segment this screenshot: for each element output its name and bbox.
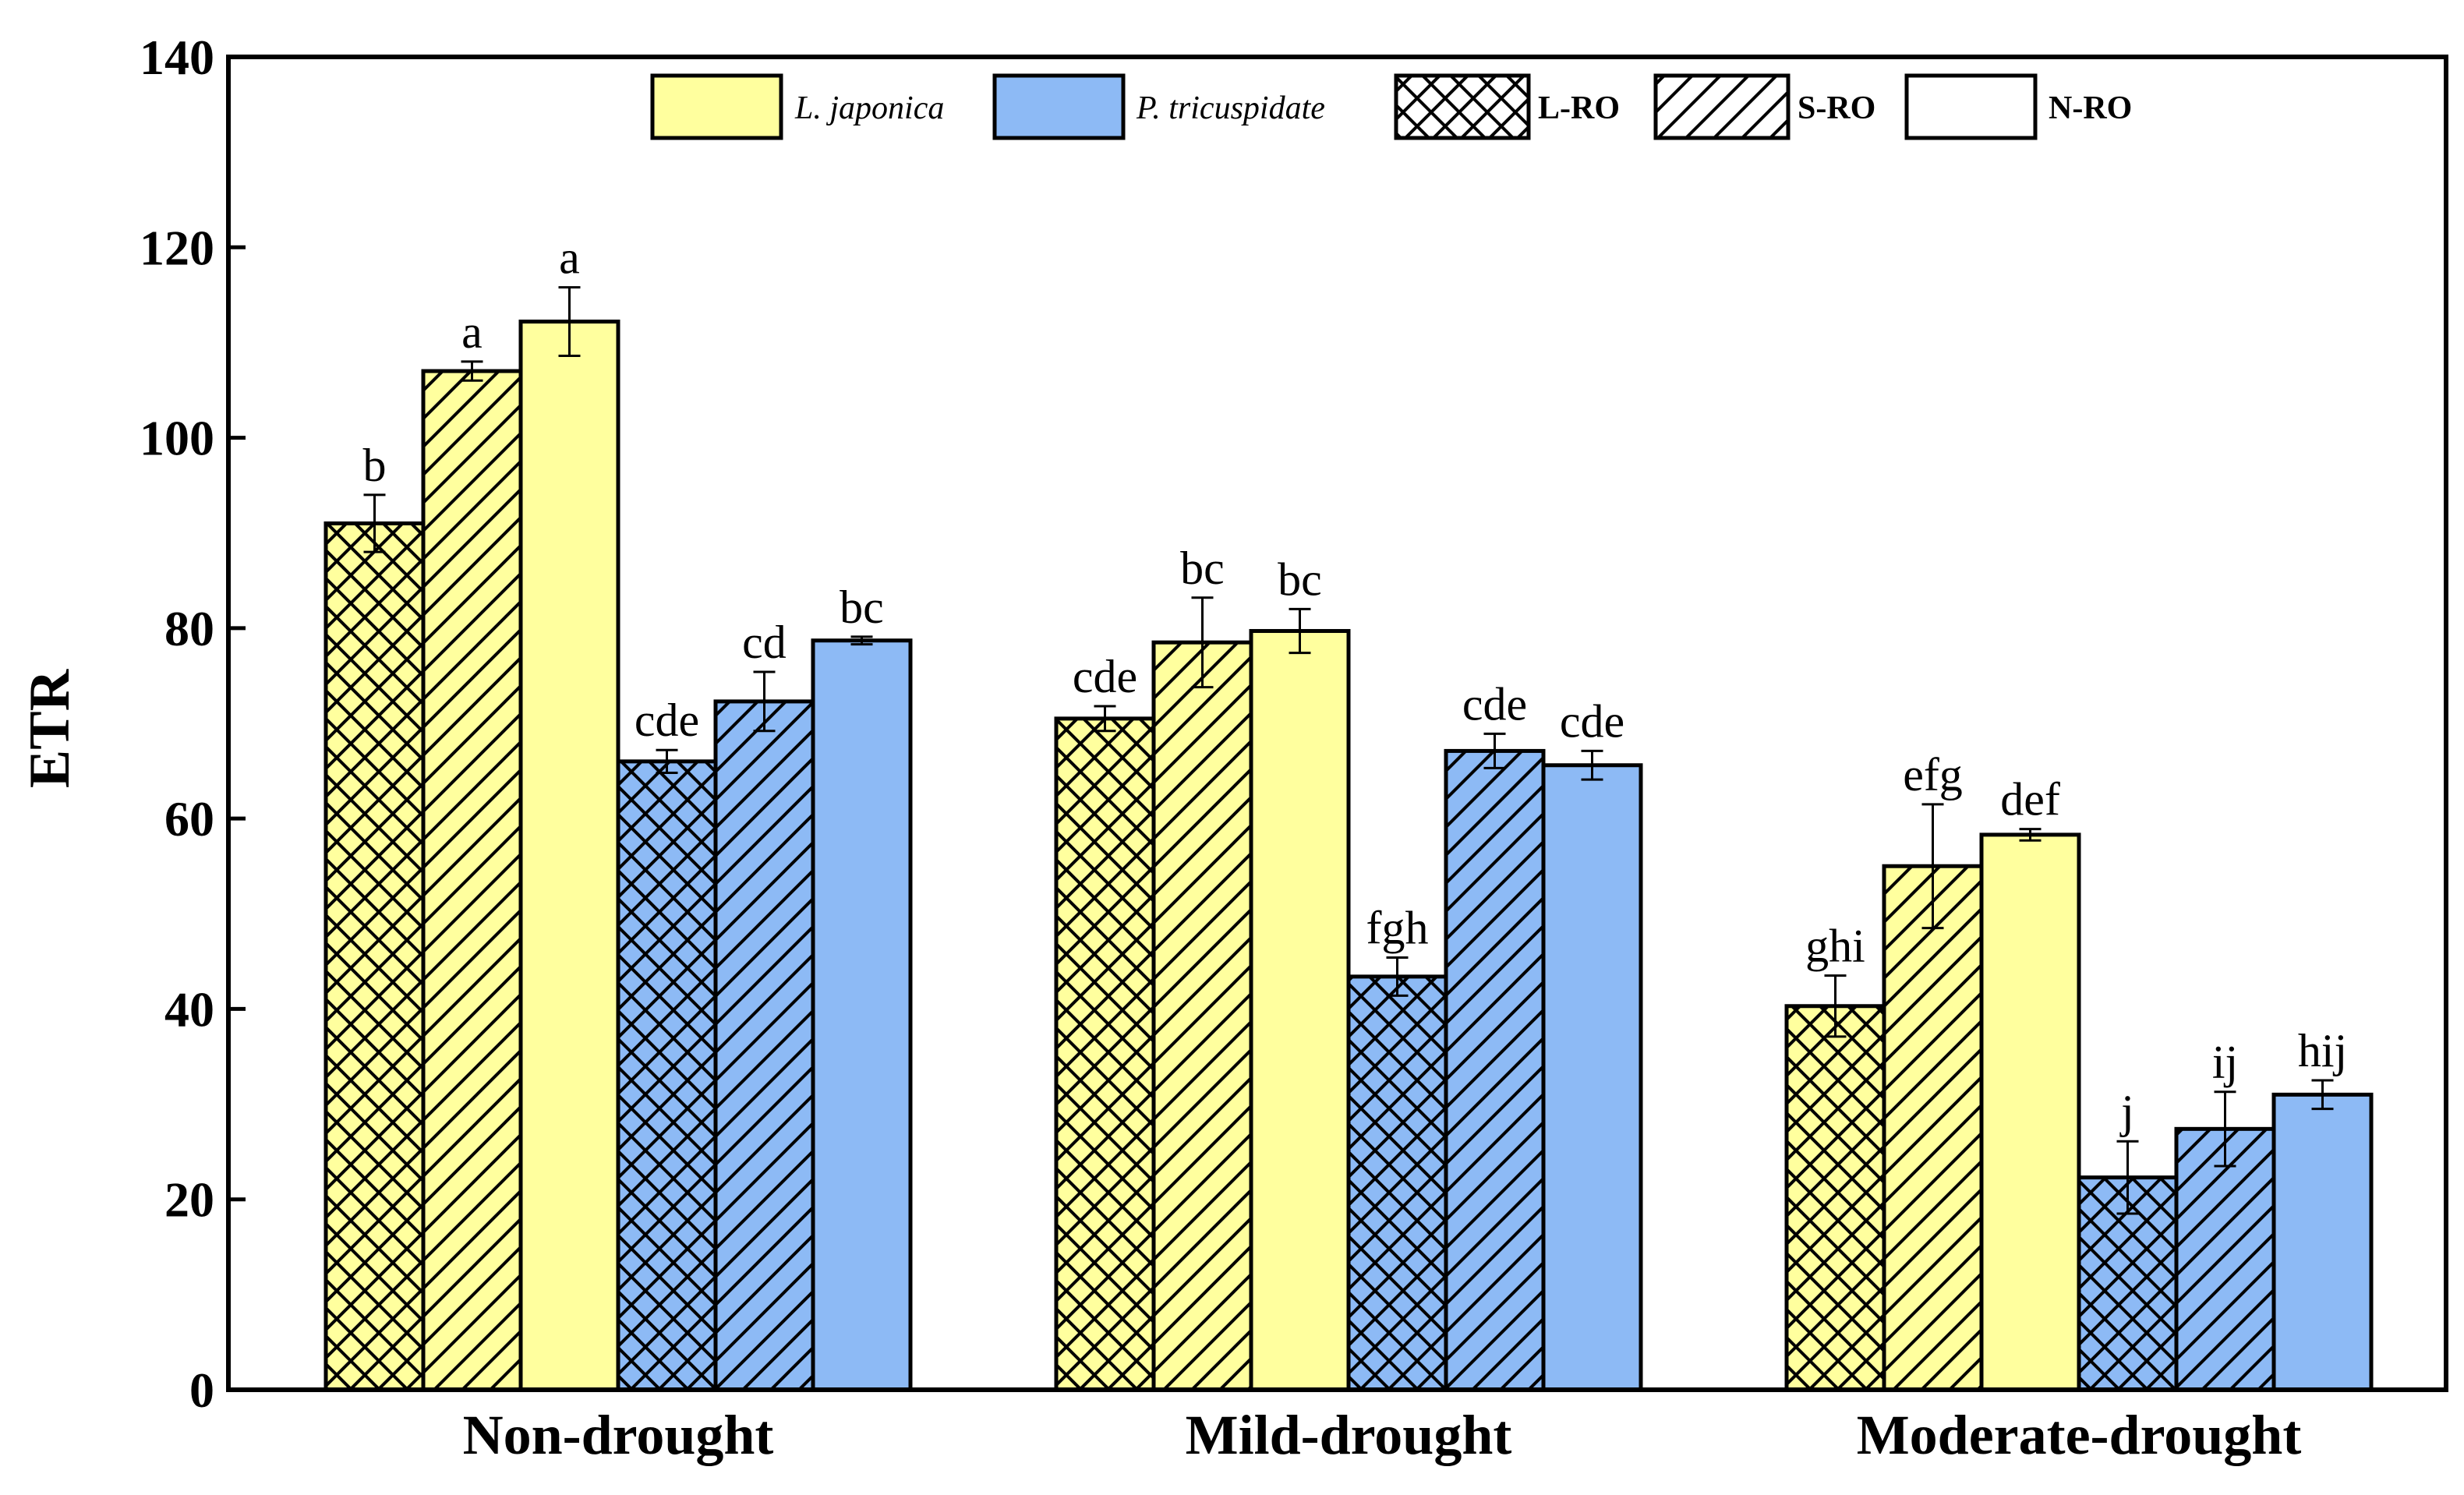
legend-swatch xyxy=(1904,73,2038,140)
legend-swatch-pattern xyxy=(1396,76,1529,138)
bar-fill xyxy=(1251,631,1349,1390)
legend-swatch xyxy=(1653,73,1791,140)
bar-pattern xyxy=(618,761,716,1390)
error-bars-layer xyxy=(363,286,2334,1215)
bar-pattern xyxy=(1154,642,1251,1390)
bar-pattern xyxy=(1446,751,1543,1390)
significance-label: cde xyxy=(635,694,699,746)
significance-label: a xyxy=(461,306,483,358)
significance-label: cde xyxy=(1462,678,1527,730)
significance-label: bc xyxy=(840,581,884,633)
y-tick-label: 40 xyxy=(164,981,214,1037)
significance-label: b xyxy=(363,440,387,491)
y-tick-label: 140 xyxy=(140,30,214,85)
legend-label: P. tricuspidate xyxy=(1136,90,1325,126)
y-axis-title: ETR xyxy=(18,668,82,788)
bar-fill xyxy=(813,640,910,1390)
significance-label: j xyxy=(2119,1086,2134,1137)
significance-label: a xyxy=(559,232,580,284)
bar-fill xyxy=(521,321,618,1390)
significance-label: efg xyxy=(1903,749,1963,801)
x-category-label: Moderate-drought xyxy=(1857,1404,2302,1466)
x-category-label: Non-drought xyxy=(463,1404,774,1466)
legend-label: N-RO xyxy=(2049,90,2132,126)
significance-label: bc xyxy=(1278,553,1322,605)
significance-label: cde xyxy=(1560,695,1624,747)
y-tick-label: 60 xyxy=(164,791,214,846)
bar-pattern xyxy=(1787,1006,1884,1390)
legend-label: L-RO xyxy=(1538,90,1620,126)
legend-swatch-pattern xyxy=(1656,76,1788,138)
bar-pattern xyxy=(326,523,423,1390)
legend-swatch xyxy=(650,73,783,140)
bar-pattern xyxy=(423,371,521,1391)
significance-label: fgh xyxy=(1366,902,1429,953)
significance-label: bc xyxy=(1180,543,1225,594)
x-axis-labels: Non-drought Mild-drought Moderate-drought xyxy=(463,1404,2302,1466)
legend: L. japonica P. tricuspidate L-RO S-RO N-RO xyxy=(650,73,2132,140)
bars-layer xyxy=(323,320,2374,1392)
bar-fill xyxy=(1543,765,1641,1390)
legend-swatch-fill xyxy=(1907,76,2035,138)
bar-pattern xyxy=(1349,976,1446,1390)
significance-label: def xyxy=(2000,774,2060,825)
y-tick-label: 120 xyxy=(140,220,214,275)
plot-frame xyxy=(226,55,2448,1392)
legend-swatch xyxy=(1394,73,1531,140)
legend-label: L. japonica xyxy=(794,90,944,126)
y-tick-label: 100 xyxy=(140,411,214,466)
bar-fill xyxy=(2274,1094,2371,1390)
significance-label: hij xyxy=(2298,1025,2347,1076)
significance-label: cde xyxy=(1073,651,1137,702)
significance-label: cd xyxy=(742,617,787,668)
x-category-label: Mild-drought xyxy=(1186,1404,1512,1466)
legend-swatch-fill xyxy=(652,76,781,138)
significance-label: ghi xyxy=(1805,921,1865,972)
legend-label: S-RO xyxy=(1798,90,1875,126)
y-tick-label: 0 xyxy=(189,1362,214,1418)
bar-pattern xyxy=(716,701,813,1390)
y-tick-label: 20 xyxy=(164,1172,214,1228)
y-tick-label: 80 xyxy=(164,601,214,656)
bar-fill xyxy=(1981,834,2079,1390)
legend-swatch-fill xyxy=(995,76,1123,138)
y-axis-ticks: 0 20 40 60 80 100 120 140 xyxy=(140,30,246,1418)
bar-pattern xyxy=(2176,1129,2274,1390)
bar-pattern xyxy=(1056,718,1154,1390)
significance-label: ij xyxy=(2212,1037,2238,1088)
legend-swatch xyxy=(992,73,1126,140)
bar-pattern xyxy=(1884,866,1981,1390)
